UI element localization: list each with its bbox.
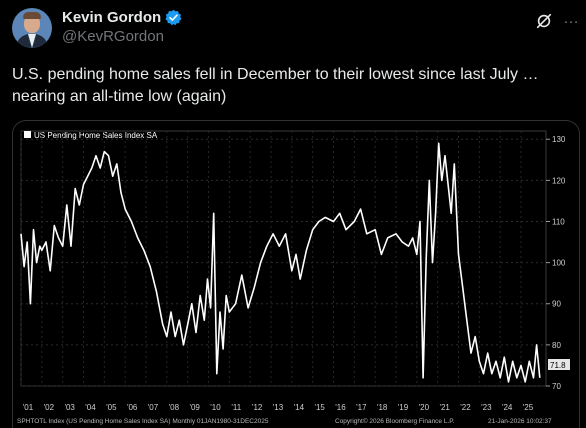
x-tick-label: '10 <box>210 403 221 412</box>
x-tick-label: '18 <box>377 403 388 412</box>
x-tick-label: '07 <box>148 403 159 412</box>
x-tick-label: '14 <box>294 403 305 412</box>
x-tick-label: '17 <box>356 403 367 412</box>
chart-image[interactable]: US Pending Home Sales Index SA 70 80 90 100… <box>12 120 580 428</box>
x-tick-label: '23 <box>481 403 492 412</box>
x-tick-label: '09 <box>189 403 200 412</box>
footer-copyright: Copyright© 2026 Bloomberg Finance L.P. <box>335 417 455 425</box>
x-tick-label: '12 <box>252 403 263 412</box>
y-tick-label: 80 <box>552 341 561 350</box>
y-tick-label: 130 <box>552 135 566 144</box>
series-line-pending-home-sales <box>20 142 541 383</box>
author-name[interactable]: Kevin Gordon <box>62 9 162 26</box>
last-value-marker: 71.8 <box>548 359 570 370</box>
footer-source: SPHTOTL Index (US Pending Home Sales Ind… <box>17 418 269 425</box>
last-value-label: 71.8 <box>550 361 566 370</box>
y-tick-label: 110 <box>552 217 565 226</box>
x-tick-label: '06 <box>127 403 138 412</box>
x-tick-label: '01 <box>23 403 34 412</box>
legend-label: US Pending Home Sales Index SA <box>34 131 158 140</box>
x-tick-label: '02 <box>44 403 55 412</box>
line-chart: US Pending Home Sales Index SA 70 80 90 100… <box>17 130 570 425</box>
x-tick-label: '08 <box>169 403 180 412</box>
x-tick-label: '25 <box>523 403 534 412</box>
x-tick-label: '05 <box>106 403 117 412</box>
y-tick-label: 70 <box>552 382 561 391</box>
x-tick-label: '21 <box>439 403 450 412</box>
grok-icon[interactable] <box>535 12 553 30</box>
y-tick-label: 90 <box>552 300 561 309</box>
x-tick-label: '19 <box>398 403 409 412</box>
x-tick-label: '16 <box>335 403 346 412</box>
x-tick-label: '20 <box>419 403 430 412</box>
footer-timestamp: 21-Jan-2026 10:02:37 <box>488 418 552 425</box>
author-handle[interactable]: @KevRGordon <box>62 28 164 45</box>
x-tick-label: '22 <box>460 403 471 412</box>
more-options-icon[interactable]: … <box>563 10 580 27</box>
y-tick-label: 120 <box>552 176 566 185</box>
x-tick-label: '15 <box>314 403 325 412</box>
x-tick-label: '24 <box>502 403 513 412</box>
x-tick-label: '03 <box>64 403 75 412</box>
tweet-text: U.S. pending home sales fell in December… <box>12 66 539 105</box>
plot-area <box>20 130 547 387</box>
y-tick-label: 100 <box>552 259 566 268</box>
x-tick-label: '13 <box>273 403 284 412</box>
x-tick-label: '04 <box>85 403 96 412</box>
x-tick-label: '11 <box>231 403 241 412</box>
legend-swatch <box>24 131 31 138</box>
verified-badge-icon <box>165 9 182 26</box>
avatar[interactable] <box>12 8 52 48</box>
